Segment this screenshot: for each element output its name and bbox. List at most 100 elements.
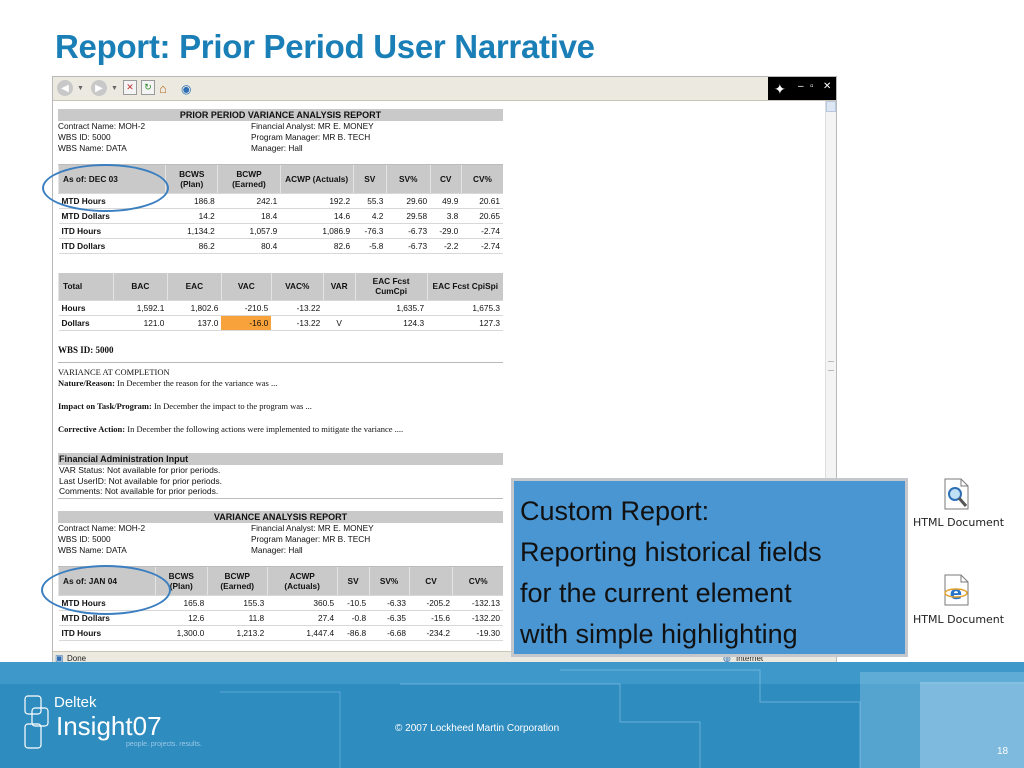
cell-eac-cumcpi: 124.3 [355, 315, 428, 331]
back-dropdown-icon[interactable]: ▼ [77, 85, 84, 92]
cell-bcwp: 18.4 [217, 208, 281, 224]
col-bcwp: BCWP (Earned) [217, 165, 281, 194]
cell-sv: -0.8 [337, 610, 370, 626]
close-icon[interactable]: ✕ [823, 81, 832, 92]
slide-title: Report: Prior Period User Narrative [55, 28, 595, 65]
cell-sv: 55.3 [353, 193, 387, 209]
table-header-row: Total BAC EAC VAC VAC% VAR EAC Fcst CumC… [58, 272, 503, 301]
cell-bcwp: 80.4 [217, 238, 281, 254]
forward-button[interactable]: ▶ [91, 80, 107, 96]
cell-cv: -15.6 [409, 610, 453, 626]
col-vac: VAC [220, 272, 272, 301]
col-bcwp: BCWP (Earned) [206, 567, 268, 596]
cell-vac-highlighted: -16.0 [221, 315, 272, 331]
minimize-icon[interactable]: – [798, 81, 804, 92]
cell-bcws: 165.8 [155, 595, 208, 611]
vertical-scrollbar[interactable] [825, 101, 836, 664]
manager: Manager: Hall [251, 545, 303, 555]
cell-bac: 121.0 [113, 315, 168, 331]
page-number: 18 [997, 746, 1009, 757]
cell-vac-pct: -13.22 [271, 315, 324, 331]
report-header-prior: PRIOR PERIOD VARIANCE ANALYSIS REPORT [58, 109, 503, 121]
col-cv: CV [429, 165, 462, 194]
cell-bcwp: 1,057.9 [217, 223, 281, 239]
maximize-icon[interactable]: ▫ [810, 81, 814, 92]
callout-line: for the current element [520, 578, 792, 608]
windows-flag-icon: ✦ [774, 81, 786, 97]
refresh-button[interactable]: ↻ [141, 80, 155, 95]
back-button[interactable]: ◀ [57, 80, 73, 96]
last-userid: Last UserID: Not available for prior per… [59, 475, 222, 486]
variance-table-prior: As of: DEC 03 BCWS (Plan) BCWP (Earned) … [57, 165, 503, 254]
report-info-prior: Contract Name: MOH-2 WBS ID: 5000 WBS Na… [58, 121, 503, 165]
nature-text: In December the reason for the variance … [114, 378, 278, 388]
table-row: Hours 1,592.1 1,802.6 -210.5 -13.22 1,63… [58, 300, 503, 316]
cell-bcwp: 155.3 [207, 595, 268, 611]
cell-bcws: 12.6 [155, 610, 208, 626]
col-var: VAR [322, 272, 356, 301]
cell-cv-pct: -132.20 [452, 610, 503, 626]
callout-line: with simple highlighting [520, 619, 798, 649]
vac-heading: VARIANCE AT COMPLETION [58, 367, 170, 377]
cell-acwp: 82.6 [280, 238, 354, 254]
cell-acwp: 27.4 [267, 610, 338, 626]
cell-sv: -5.8 [353, 238, 387, 254]
scroll-up-button[interactable] [826, 101, 836, 112]
internet-explorer-icon[interactable]: e [941, 574, 971, 606]
cell-sv-pct: -6.73 [386, 223, 431, 239]
cell-sv: -86.8 [337, 625, 370, 641]
table-row: ITD Hours 1,300.0 1,213.2 1,447.4 -86.8 … [58, 625, 503, 641]
status-zone: Internet [736, 654, 764, 663]
contract-name: Contract Name: MOH-2 [58, 523, 146, 533]
col-acwp: ACWP (Actuals) [266, 567, 338, 596]
logo-product: Insight07 [56, 711, 162, 742]
eac-table: Total BAC EAC VAC VAC% VAR EAC Fcst CumC… [58, 272, 503, 331]
cell-bcws: 86.2 [165, 238, 218, 254]
cell-acwp: 14.6 [280, 208, 354, 224]
col-sv-pct: SV% [385, 165, 431, 194]
col-cv-pct: CV% [452, 567, 503, 596]
row-label: MTD Dollars [58, 610, 156, 626]
row-label: ITD Hours [58, 223, 166, 239]
globe-icon: ◍ [723, 653, 731, 663]
cell-sv-pct: 29.60 [386, 193, 431, 209]
program-manager: Program Manager: MR B. TECH [251, 132, 371, 142]
cell-bcws: 186.8 [165, 193, 218, 209]
callout-line: Reporting historical fields [520, 537, 822, 567]
cell-eac-cpispi: 1,675.3 [427, 300, 503, 316]
col-eac-cumcpi: EAC Fcst CumCpi [354, 272, 428, 301]
col-cv: CV [408, 567, 453, 596]
cell-cv-pct: -19.30 [452, 625, 503, 641]
file-label: HTML Document [913, 613, 1005, 626]
cell-sv-pct: 29.58 [386, 208, 431, 224]
file-label: HTML Document [913, 516, 1005, 529]
wbs-id: WBS ID: 5000 [58, 132, 111, 142]
table-row: Dollars 121.0 137.0 -16.0 -13.22 V 124.3… [58, 315, 503, 331]
table-row: ITD Dollars 86.2 80.4 82.6 -5.8 -6.73 -2… [58, 238, 503, 254]
search-document-icon[interactable] [941, 478, 971, 510]
cell-var [323, 300, 356, 316]
cell-sv: 4.2 [353, 208, 387, 224]
contract-name: Contract Name: MOH-2 [58, 121, 146, 131]
cell-sv-pct: -6.35 [369, 610, 410, 626]
logo-tagline: people. projects. results. [126, 741, 202, 748]
col-eac: EAC [166, 272, 222, 301]
cell-cv-pct: 20.65 [461, 208, 503, 224]
impact-line: Impact on Task/Program: In December the … [58, 401, 503, 413]
financial-analyst: Financial Analyst: MR E. MONEY [251, 523, 374, 533]
cell-sv-pct: -6.33 [369, 595, 410, 611]
stop-button[interactable]: ✕ [123, 80, 137, 95]
media-button[interactable]: ◉ [181, 81, 192, 96]
col-bcws: BCWS (Plan) [165, 165, 218, 194]
cell-eac: 137.0 [167, 315, 222, 331]
cell-cv: -205.2 [409, 595, 453, 611]
col-sv: SV [352, 165, 387, 194]
footer-decoration [0, 662, 1024, 768]
browser-toolbar: ◀ ▼ ▶ ▼ ✕ ↻ ⌂ ◉ ✦ – ▫ ✕ [53, 77, 836, 101]
corrective-label: Corrective Action: [58, 424, 126, 434]
forward-dropdown-icon[interactable]: ▼ [111, 85, 118, 92]
impact-label: Impact on Task/Program: [58, 401, 152, 411]
manager: Manager: Hall [251, 143, 303, 153]
home-button[interactable]: ⌂ [159, 81, 167, 96]
col-cv-pct: CV% [460, 165, 503, 194]
